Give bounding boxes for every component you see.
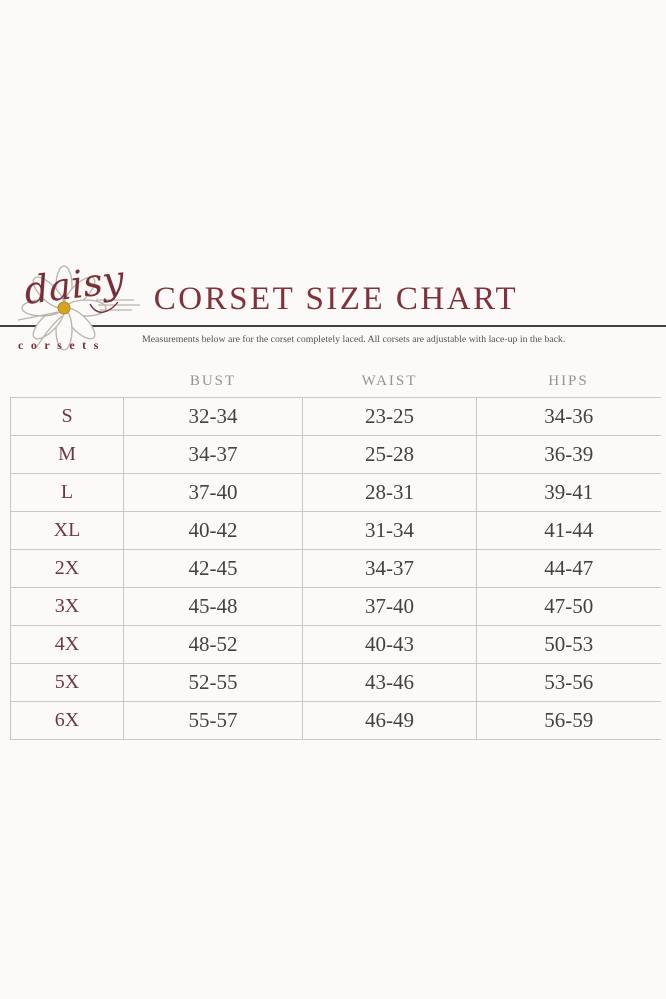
table-row: 4X 48-52 40-43 50-53	[10, 624, 661, 664]
table-row: 2X 42-45 34-37 44-47	[10, 548, 661, 588]
brand-logo: daisy corsets	[8, 254, 142, 356]
bust-cell: 37-40	[123, 472, 303, 512]
hips-cell: 34-36	[476, 396, 661, 436]
size-cell: 5X	[10, 662, 124, 702]
size-cell: 4X	[10, 624, 124, 664]
table-row: L 37-40 28-31 39-41	[10, 472, 661, 512]
table-row: 3X 45-48 37-40 47-50	[10, 586, 661, 626]
waist-cell: 31-34	[302, 510, 477, 550]
page-title: CORSET SIZE CHART	[153, 281, 519, 317]
waist-cell: 46-49	[302, 700, 477, 740]
size-chart-table: BUST WAIST HIPS S 32-34 23-25 34-36 M 34-37 25…	[10, 360, 661, 740]
size-cell: 6X	[10, 700, 124, 740]
column-header-bust: BUST	[189, 372, 237, 389]
hips-cell: 53-56	[476, 662, 661, 702]
waist-cell: 28-31	[302, 472, 477, 512]
hips-cell: 50-53	[476, 624, 661, 664]
brand-name-script: daisy	[21, 257, 127, 313]
waist-cell: 25-28	[302, 434, 477, 474]
hips-cell: 47-50	[476, 586, 661, 626]
table-row: M 34-37 25-28 36-39	[10, 434, 661, 474]
size-cell: 2X	[10, 548, 124, 588]
size-cell: L	[10, 472, 124, 512]
header-divider	[0, 325, 666, 327]
bust-cell: 55-57	[123, 700, 303, 740]
column-header-waist: WAIST	[361, 372, 418, 389]
hips-cell: 39-41	[476, 472, 661, 512]
hips-cell: 36-39	[476, 434, 661, 474]
bust-cell: 48-52	[123, 624, 303, 664]
size-chart-table-header: BUST WAIST HIPS	[11, 360, 661, 397]
hips-cell: 41-44	[476, 510, 661, 550]
table-row: XL 40-42 31-34 41-44	[10, 510, 661, 550]
bust-cell: 34-37	[123, 434, 303, 474]
hips-cell: 44-47	[476, 548, 661, 588]
waist-cell: 43-46	[302, 662, 477, 702]
size-cell: XL	[10, 510, 124, 550]
bust-cell: 32-34	[123, 396, 303, 436]
waist-cell: 23-25	[302, 396, 477, 436]
size-cell: S	[10, 396, 124, 436]
size-chart-note: Measurements below are for the corset co…	[142, 334, 566, 345]
daisy-flower-icon	[17, 265, 140, 351]
size-chart-table-body: S 32-34 23-25 34-36 M 34-37 25-28 36-39 L 37-40 28…	[10, 396, 661, 740]
header-row: BUST WAIST HIPS	[11, 360, 661, 397]
waist-cell: 40-43	[302, 624, 477, 664]
table-row: 6X 55-57 46-49 56-59	[10, 700, 661, 740]
table-row: S 32-34 23-25 34-36	[10, 396, 661, 436]
hips-cell: 56-59	[476, 700, 661, 740]
bust-cell: 40-42	[123, 510, 303, 550]
size-cell: 3X	[10, 586, 124, 626]
bust-cell: 52-55	[123, 662, 303, 702]
waist-cell: 37-40	[302, 586, 477, 626]
waist-cell: 34-37	[302, 548, 477, 588]
table-row: 5X 52-55 43-46 53-56	[10, 662, 661, 702]
column-header-size	[11, 360, 124, 397]
bust-cell: 42-45	[123, 548, 303, 588]
brand-name-corsets: corsets	[18, 338, 106, 352]
column-header-hips: HIPS	[548, 372, 589, 389]
size-cell: M	[10, 434, 124, 474]
bust-cell: 45-48	[123, 586, 303, 626]
